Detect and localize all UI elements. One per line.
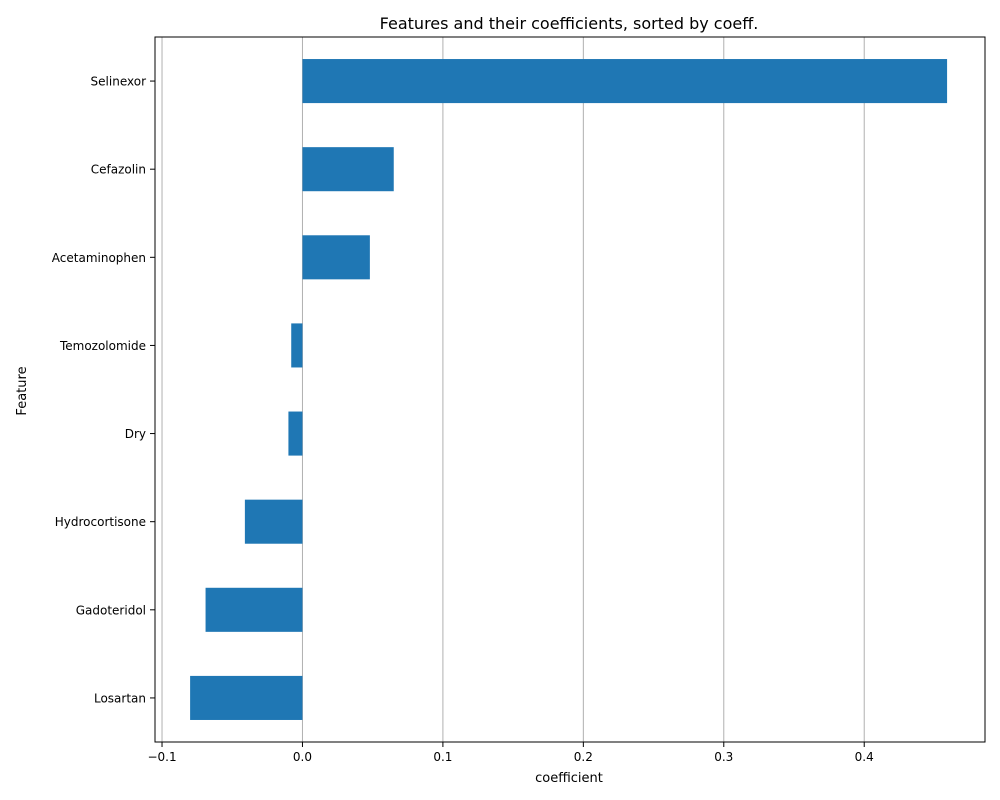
x-tick-label: 0.4	[855, 750, 874, 764]
bar-cefazolin	[302, 147, 394, 192]
x-tick-label: −0.1	[147, 750, 176, 764]
y-tick-label: Cefazolin	[91, 163, 146, 177]
bars	[190, 59, 948, 720]
x-axis-label: coefficient	[535, 771, 603, 786]
y-tick-label: Hydrocortisone	[55, 515, 146, 529]
x-tick-label: 0.1	[433, 750, 452, 764]
y-tick-label: Temozolomide	[59, 339, 146, 353]
bar-temozolomide	[291, 323, 303, 368]
y-axis-ticks: Selinexor Cefazolin Acetaminophen Temozolom…	[52, 75, 155, 705]
y-tick-label: Acetaminophen	[52, 251, 146, 265]
bar-selinexor	[302, 59, 948, 104]
y-axis-label: Feature	[15, 366, 30, 415]
y-tick-label: Losartan	[94, 691, 146, 705]
x-axis-ticks: −0.1 0.0 0.1 0.2 0.3 0.4	[147, 742, 874, 764]
x-tick-label: 0.0	[293, 750, 312, 764]
y-tick-label: Selinexor	[91, 75, 147, 89]
plot-frame	[154, 36, 986, 743]
bar-losartan	[190, 675, 303, 720]
x-tick-label: 0.2	[574, 750, 593, 764]
bar-hydrocortisone	[244, 499, 303, 544]
bar-gadoteridol	[205, 587, 303, 632]
grid-lines	[161, 37, 865, 742]
bar-dry	[288, 411, 303, 456]
x-tick-label: 0.3	[714, 750, 733, 764]
bar-acetaminophen	[302, 235, 370, 280]
y-tick-label: Dry	[125, 427, 146, 441]
y-tick-label: Gadoteridol	[76, 603, 146, 617]
chart-title: Features and their coefficients, sorted …	[380, 14, 759, 33]
